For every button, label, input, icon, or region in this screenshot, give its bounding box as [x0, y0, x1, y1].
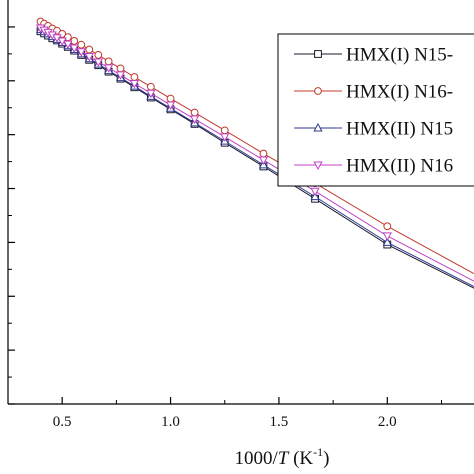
legend-marker	[313, 122, 323, 132]
series-4	[35, 24, 474, 282]
x-tick-label: 1.0	[161, 414, 180, 430]
legend-marker	[313, 161, 323, 171]
series-2-point	[63, 33, 72, 42]
x-axis-title-variable: T	[278, 448, 290, 469]
series-3-point	[382, 237, 392, 246]
series-4-point	[310, 187, 320, 197]
series-4-point	[258, 156, 269, 166]
series-2-point	[94, 51, 103, 59]
x-axis-title: 1000/T (K-1)	[235, 445, 330, 469]
series-2-point	[166, 94, 175, 103]
series-2-point	[130, 73, 139, 81]
series-2-point	[259, 149, 268, 158]
series-2-point	[190, 108, 199, 117]
series-2-point	[383, 222, 392, 231]
legend-item: HMX(I) N16-	[294, 82, 453, 103]
series-2-point	[146, 82, 155, 91]
legend-marker	[314, 50, 322, 58]
x-tick-label: 2.0	[378, 414, 397, 430]
legend: HMX(I) N15- HMX(I) N16- HMX(II) N15 HMX(II)…	[277, 33, 474, 187]
series-layer	[35, 17, 474, 289]
series-4-point	[93, 58, 103, 67]
x-tick-label: 0.5	[53, 414, 72, 430]
series-4-point	[84, 53, 94, 62]
x-axis-title-unit: (K	[288, 448, 313, 469]
series-4-point	[220, 133, 230, 142]
legend-item: HMX(II) N15	[294, 119, 453, 140]
series-2-point	[116, 64, 125, 73]
legend-label: HMX(I) N16-	[346, 82, 453, 103]
legend-item: HMX(II) N16	[294, 156, 453, 177]
legend-label: HMX(II) N15	[346, 119, 453, 140]
x-axis-title-prefix: 1000/	[235, 448, 279, 469]
series-4-point	[115, 71, 126, 80]
x-axis-title-close: )	[323, 448, 329, 469]
series-2-point	[77, 40, 86, 49]
series-4-point	[146, 89, 156, 99]
series-2-point	[85, 45, 94, 54]
axes: 0.5 1.0 1.5 2.0	[7, 0, 474, 430]
series-4-point	[103, 64, 114, 73]
series-4-point	[189, 115, 200, 125]
legend-label: HMX(II) N16	[346, 156, 453, 177]
legend-label: HMX(I) N15-	[346, 45, 453, 66]
legend-marker	[314, 87, 322, 95]
series-4-point	[129, 79, 140, 89]
series-2-point	[104, 57, 113, 66]
x-tick-label: 1.5	[270, 414, 289, 430]
series-4-point	[76, 48, 86, 57]
series-4-point	[382, 232, 392, 241]
x-axis-title-exponent: -1	[313, 445, 323, 459]
legend-item: HMX(I) N15-	[294, 45, 453, 66]
series-4-point	[69, 44, 79, 53]
series-2-point	[220, 126, 229, 135]
series-4-point	[165, 101, 176, 111]
legend-box	[277, 33, 474, 187]
